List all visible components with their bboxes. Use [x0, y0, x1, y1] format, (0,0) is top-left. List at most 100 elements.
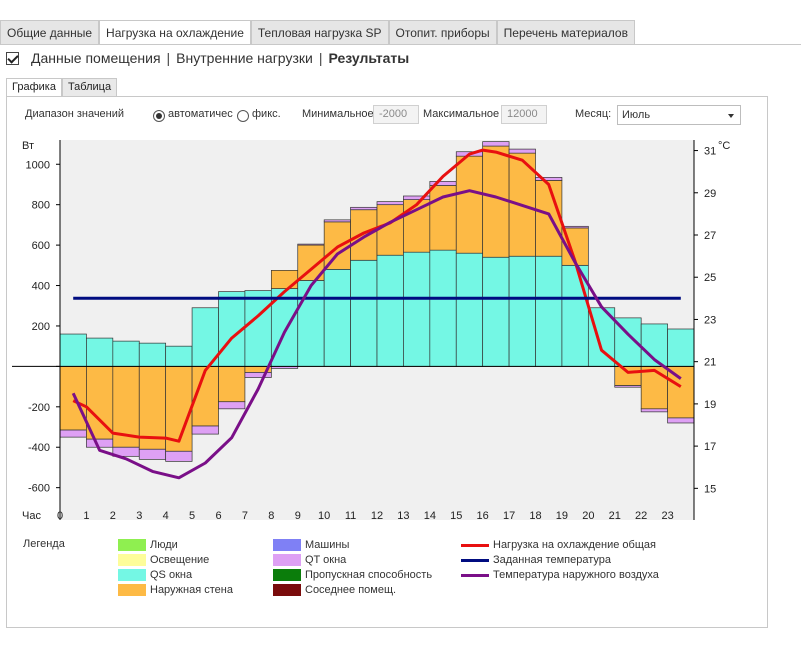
legend-swatch [118, 569, 146, 581]
y2-tick-label: 21 [704, 357, 716, 369]
bar-segment [218, 366, 246, 403]
x-axis-label: Час [22, 510, 41, 522]
y2-tick-label: 19 [704, 399, 716, 411]
legend-label: Заданная температура [493, 554, 612, 566]
breadcrumb-internal-loads[interactable]: Внутренние нагрузки [176, 50, 313, 66]
bar-segment [667, 417, 695, 424]
legend-label: QT окна [305, 554, 347, 566]
bar-segment [508, 148, 536, 154]
tab-heating-devices[interactable]: Отопит. приборы [388, 20, 497, 44]
bar-segment [561, 225, 589, 229]
bar-segment [455, 155, 484, 254]
max-value-field[interactable]: 12000 [501, 105, 547, 124]
tab-graphics[interactable]: Графика [6, 78, 62, 97]
bar-segment [138, 342, 167, 367]
month-select-value: Июль [622, 109, 651, 121]
y-tick-label: -200 [28, 402, 50, 414]
legend-swatch [118, 584, 146, 596]
legend-swatch [461, 573, 489, 577]
legend-label: Соседнее помещ. [305, 584, 397, 596]
checkmark-icon[interactable] [6, 51, 19, 65]
y-tick-label: 400 [32, 281, 50, 293]
chevron-down-icon [728, 114, 734, 118]
bar-segment [59, 366, 87, 431]
breadcrumb-results[interactable]: Результаты [328, 50, 410, 66]
month-select[interactable]: Июль [617, 105, 741, 125]
bar-segment [535, 255, 563, 367]
bar-segment [112, 340, 140, 367]
tab-materials-list[interactable]: Перечень материалов [496, 20, 635, 44]
bar-segment [323, 219, 351, 223]
radio-fixed[interactable] [237, 110, 249, 122]
x-tick-label: 13 [397, 510, 409, 522]
bar-segment [640, 366, 668, 410]
bar-segment [376, 254, 404, 367]
x-tick-label: 12 [371, 510, 383, 522]
legend-swatch [273, 539, 301, 551]
tab-general-data[interactable]: Общие данные [0, 20, 100, 44]
legend-swatch [273, 554, 301, 566]
y-tick-label: 600 [32, 240, 50, 252]
left-axis-unit: Вт [22, 140, 34, 152]
legend-swatch [273, 569, 301, 581]
x-tick-label: 11 [345, 510, 356, 522]
y2-tick-label: 27 [704, 230, 716, 242]
x-tick-label: 23 [661, 510, 673, 522]
range-label: Диапазон значений [25, 108, 125, 120]
bar-segment [297, 280, 325, 367]
legend-item: QS окна [118, 568, 192, 582]
legend-item: Нагрузка на охлаждение общая [461, 538, 656, 552]
legend-item: Пропускная способность [273, 568, 432, 582]
bar-segment [482, 145, 510, 258]
bar-segment [376, 201, 404, 206]
x-tick-label: 16 [477, 510, 489, 522]
legend-swatch [118, 539, 146, 551]
x-tick-label: 3 [136, 510, 142, 522]
y-tick-label: -600 [28, 483, 50, 495]
legend-swatch [461, 558, 489, 562]
min-label: Минимальное [302, 108, 374, 120]
breadcrumb-separator: | [318, 50, 323, 66]
x-tick-label: 5 [189, 510, 195, 522]
tab-cooling-load[interactable]: Нагрузка на охлаждение [99, 20, 251, 45]
cooling-load-chart: -600-400-2002004006008001000151719212325… [12, 140, 730, 522]
bar-segment [535, 177, 563, 181]
x-tick-label: 22 [635, 510, 647, 522]
legend-swatch [118, 554, 146, 566]
x-tick-label: 9 [295, 510, 301, 522]
radio-auto-label[interactable]: автоматичес [168, 108, 233, 120]
radio-fixed-label[interactable]: фикс. [252, 108, 281, 120]
x-tick-label: 10 [318, 510, 330, 522]
y2-tick-label: 31 [704, 146, 716, 158]
bar-segment [350, 206, 378, 211]
top-tab-bar: Общие данные Нагрузка на охлаждение Тепл… [0, 20, 635, 45]
sub-tab-bar: Графика Таблица [6, 78, 118, 97]
radio-auto[interactable] [153, 110, 165, 122]
bar-segment [191, 425, 219, 435]
breadcrumb-room-data[interactable]: Данные помещения [31, 50, 161, 66]
bar-segment [535, 180, 563, 257]
legend-label: Освещение [150, 554, 210, 566]
bar-segment [323, 269, 351, 367]
tab-heat-load-sp[interactable]: Тепловая нагрузка SP [250, 20, 389, 44]
x-tick-label: 2 [110, 510, 116, 522]
min-value-field[interactable]: -2000 [373, 105, 419, 124]
bar-segment [640, 408, 668, 413]
legend-item: Наружная стена [118, 583, 233, 597]
bar-segment [376, 204, 404, 256]
legend-label: QS окна [150, 569, 193, 581]
bar-segment [244, 290, 272, 367]
x-tick-label: 15 [450, 510, 462, 522]
x-tick-label: 14 [424, 510, 436, 522]
tab-table[interactable]: Таблица [61, 78, 118, 96]
bar-segment [403, 199, 431, 253]
breadcrumb: Данные помещения | Внутренние нагрузки |… [6, 49, 409, 67]
y2-tick-label: 25 [704, 272, 716, 284]
bar-segment [270, 270, 299, 289]
bar-segment [297, 243, 325, 246]
legend-item: Люди [118, 538, 178, 552]
y2-tick-label: 23 [704, 314, 716, 326]
x-tick-label: 7 [242, 510, 248, 522]
y2-tick-label: 29 [704, 188, 716, 200]
right-axis-unit: °C [718, 140, 730, 152]
